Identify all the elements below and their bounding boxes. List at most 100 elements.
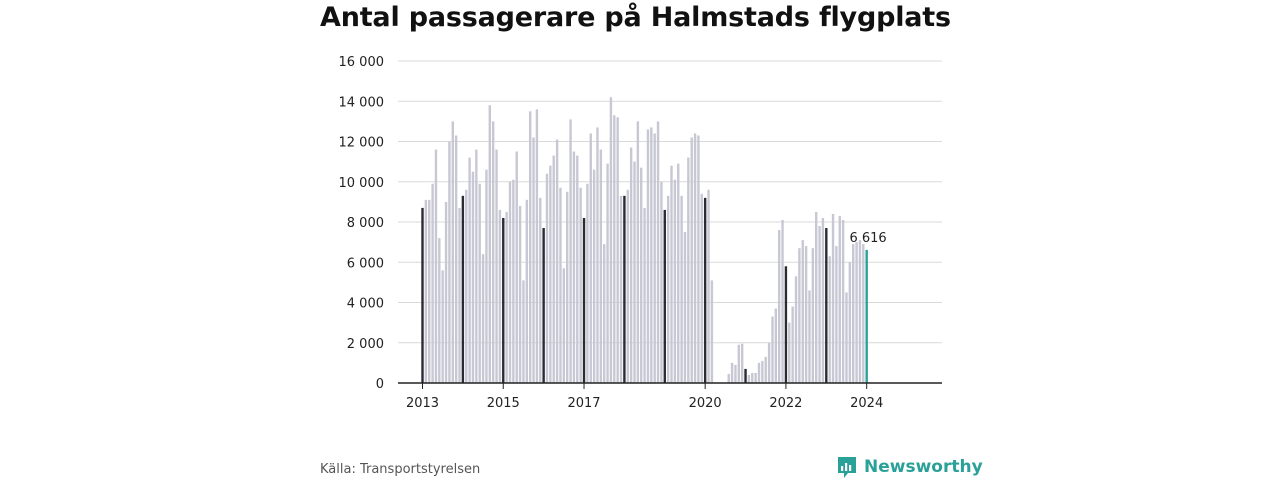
brand-logo[interactable]: Newsworthy — [836, 455, 983, 479]
bar — [465, 189, 468, 383]
bar — [680, 195, 683, 383]
y-tick-label: 0 — [376, 377, 384, 392]
bar — [485, 169, 488, 383]
bar — [441, 270, 444, 383]
newsworthy-logo-icon — [838, 457, 856, 478]
bar — [653, 133, 656, 383]
bar — [828, 256, 831, 383]
bar — [730, 362, 734, 383]
bar — [633, 161, 636, 383]
bar — [811, 248, 815, 383]
bar — [522, 280, 525, 383]
bar — [434, 149, 438, 383]
bar — [525, 199, 529, 383]
bar — [518, 205, 522, 383]
x-tick-label: 2017 — [567, 396, 600, 411]
x-tick-label: 2022 — [769, 396, 802, 411]
bar — [596, 127, 599, 383]
bar — [707, 189, 710, 383]
bar — [545, 173, 549, 383]
bar — [478, 183, 481, 383]
bar — [562, 268, 566, 383]
bar — [576, 155, 579, 383]
bar — [751, 372, 754, 383]
bar — [777, 230, 781, 383]
bar — [572, 151, 576, 383]
bar-january — [744, 368, 747, 383]
bar-january — [582, 217, 586, 383]
brand-name: Newsworthy — [864, 457, 983, 477]
y-tick-label: 16 000 — [339, 55, 385, 70]
bar-january — [825, 228, 828, 383]
bar — [740, 343, 744, 383]
bar — [512, 179, 515, 383]
bar — [619, 195, 623, 383]
bar — [771, 316, 774, 383]
bar — [767, 342, 771, 383]
bar-january — [703, 197, 707, 383]
bar — [498, 209, 502, 383]
bar — [656, 121, 660, 383]
bar — [636, 121, 640, 383]
latest-value-label: 6 616 — [849, 231, 886, 246]
bar — [737, 344, 741, 383]
bar — [616, 117, 619, 383]
bar — [727, 373, 730, 383]
bar — [569, 119, 572, 384]
bar — [508, 181, 512, 383]
bar — [555, 139, 559, 383]
bar — [697, 135, 700, 383]
bar — [606, 163, 609, 383]
bar — [808, 290, 811, 383]
bars — [421, 97, 868, 384]
bar — [589, 133, 592, 383]
bar — [431, 183, 434, 383]
bar — [505, 211, 508, 383]
bar — [471, 171, 475, 383]
x-tick-label: 2020 — [689, 396, 722, 411]
bar — [690, 137, 693, 383]
bar — [764, 356, 767, 383]
bar — [855, 242, 858, 383]
bar — [774, 308, 778, 383]
bar — [475, 149, 478, 383]
bar — [579, 187, 582, 383]
bar — [609, 97, 613, 383]
y-tick-label: 6 000 — [347, 256, 384, 271]
bar — [858, 240, 862, 383]
bar — [670, 165, 673, 383]
bar — [862, 244, 865, 383]
labels: 0 2 000 4 000 6 000 8 000 10 000 12 000 14 000 1… — [339, 55, 887, 411]
bar — [640, 167, 643, 383]
bar — [444, 201, 448, 383]
bar — [451, 121, 454, 383]
bar — [643, 207, 646, 383]
bar — [626, 189, 629, 383]
bar — [852, 244, 855, 383]
bar-january — [784, 266, 788, 383]
bar — [650, 127, 653, 383]
bar-january — [461, 195, 465, 383]
bar — [646, 129, 650, 383]
bar — [488, 105, 491, 384]
bar — [700, 193, 703, 383]
bar-january — [663, 209, 666, 383]
bar — [666, 195, 670, 383]
bar — [761, 360, 764, 383]
axes — [398, 382, 942, 389]
bar — [747, 374, 751, 383]
bar-january — [542, 228, 545, 383]
bar-latest — [865, 249, 868, 383]
y-tick-label: 8 000 — [347, 216, 384, 231]
bar — [710, 280, 714, 383]
bar — [491, 121, 495, 383]
bar — [559, 187, 562, 383]
bar — [788, 322, 791, 383]
bar — [683, 232, 687, 383]
bar — [804, 246, 808, 383]
bar-january — [623, 195, 626, 383]
bar — [794, 276, 798, 383]
bar — [677, 163, 680, 383]
bar — [603, 244, 606, 383]
